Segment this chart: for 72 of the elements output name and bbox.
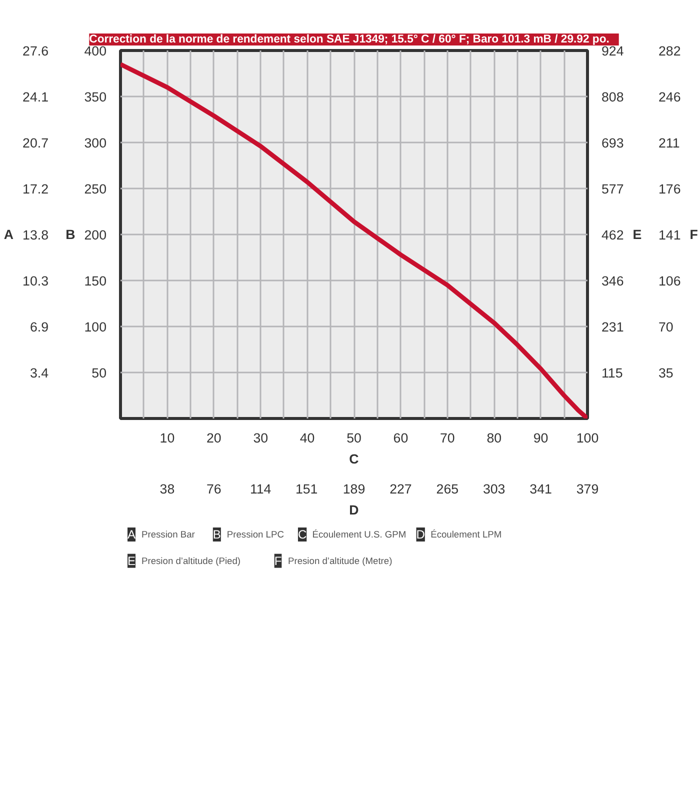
y-tick-label: 150 <box>84 274 107 288</box>
text: E <box>128 554 136 568</box>
y2-tick-label: 27.6 <box>22 44 49 58</box>
y3-tick-label: 115 <box>602 366 623 380</box>
chart-title: Correction de la norme de rendement selon SAE J1349; 15.5° C / 60° F; Baro 101.3 mB / 29.92 po. <box>89 34 610 46</box>
x2-axis-title: D <box>349 502 360 518</box>
text: 141 <box>658 228 681 242</box>
x2-tick-label: 379 <box>576 482 599 496</box>
y2-tick-label: 6.9 <box>30 320 49 334</box>
x-tick-label: 50 <box>346 430 362 446</box>
y3-tick-label: 231 <box>602 320 624 334</box>
y3-axis-title: E <box>632 227 642 242</box>
text: F <box>274 554 282 568</box>
x-tick-label: 60 <box>393 430 408 446</box>
y3-tick-label: 346 <box>602 274 624 288</box>
y3-tick-label: 462 <box>602 228 624 242</box>
y2-tick-label: 13.8 <box>22 228 49 242</box>
y3-tick-label: 577 <box>602 182 624 196</box>
x2-tick-label: 265 <box>436 482 459 496</box>
text: 246 <box>658 90 681 104</box>
x2-tick-label: 189 <box>342 482 366 496</box>
y-tick-label: 250 <box>84 182 107 196</box>
x2-tick-label: 151 <box>295 482 318 496</box>
x-tick-label: 70 <box>440 430 455 446</box>
x-tick-label: 10 <box>160 430 175 446</box>
x-tick-label: 100 <box>576 430 599 446</box>
y2-tick-label: 10.3 <box>22 274 49 288</box>
x-tick-label: 20 <box>206 430 222 446</box>
text: D <box>416 528 426 542</box>
y3-tick-label: 693 <box>602 136 624 150</box>
text: 70 <box>658 320 674 334</box>
x-tick-label: 30 <box>253 430 268 446</box>
text: 35 <box>658 366 674 380</box>
y3-tick-label: 924 <box>602 44 624 58</box>
y2-tick-label: 3.4 <box>30 366 50 380</box>
text: A <box>128 528 136 542</box>
y2-axis-title: A <box>4 227 14 242</box>
text: C <box>298 528 307 542</box>
x-tick-label: 80 <box>486 430 502 446</box>
text: 211 <box>658 136 680 150</box>
text: 106 <box>658 274 681 288</box>
x-tick-label: 90 <box>533 430 548 446</box>
y-tick-label: 200 <box>84 228 107 242</box>
text: F <box>690 227 698 242</box>
y2-tick-label: 20.7 <box>22 136 49 150</box>
x2-tick-label: 114 <box>250 482 272 496</box>
text: Pression Bar <box>142 530 195 540</box>
y-tick-label: 300 <box>84 136 107 150</box>
text: B <box>212 528 221 542</box>
x2-tick-label: 341 <box>530 482 552 496</box>
x2-tick-label: 303 <box>482 482 506 496</box>
x-axis-title: C <box>349 452 360 466</box>
x2-tick-label: 38 <box>160 482 175 496</box>
text: 176 <box>658 182 681 196</box>
y2-tick-label: 24.1 <box>22 90 49 104</box>
y-tick-label: 350 <box>84 90 107 104</box>
x2-tick-label: 227 <box>390 482 412 496</box>
text: Pression LPC <box>226 530 284 540</box>
y-tick-label: 50 <box>92 366 107 380</box>
line-series <box>120 62 588 418</box>
y-tick-label: 400 <box>84 44 107 58</box>
text: Presion d’altitude (Metre) <box>288 556 392 566</box>
y2-tick-label: 17.2 <box>22 182 49 196</box>
text: Presion d’altitude (Pied) <box>142 556 241 566</box>
text: Écoulement LPM <box>430 528 502 540</box>
y-tick-label: 100 <box>84 320 107 334</box>
y-axis-title: B <box>66 227 76 242</box>
x2-tick-label: 76 <box>206 482 222 496</box>
y3-tick-label: 808 <box>602 90 624 104</box>
text: 282 <box>658 44 681 58</box>
x-tick-label: 40 <box>300 430 315 446</box>
text: Écoulement U.S. GPM <box>312 528 406 540</box>
